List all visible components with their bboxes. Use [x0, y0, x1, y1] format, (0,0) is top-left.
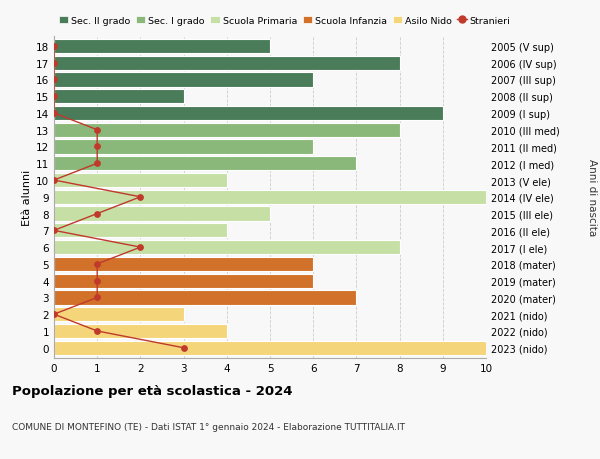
Bar [54, 174, 227, 188]
Point [92, 144, 102, 151]
Bar [54, 308, 184, 322]
Bar [54, 224, 227, 238]
Text: Anni di nascita: Anni di nascita [587, 159, 597, 236]
Bar [54, 73, 313, 87]
Bar [54, 241, 400, 255]
Point [49, 177, 59, 185]
Point [92, 160, 102, 168]
Bar [54, 190, 486, 204]
Bar [54, 274, 313, 288]
Text: Popolazione per età scolastica - 2024: Popolazione per età scolastica - 2024 [12, 384, 293, 397]
Bar [54, 140, 313, 154]
Point [92, 210, 102, 218]
Point [92, 127, 102, 134]
Bar [54, 39, 270, 54]
Point [49, 110, 59, 118]
Bar [54, 157, 356, 171]
Point [49, 60, 59, 67]
Legend: Sec. II grado, Sec. I grado, Scuola Primaria, Scuola Infanzia, Asilo Nido, Stran: Sec. II grado, Sec. I grado, Scuola Prim… [59, 17, 511, 26]
Bar [54, 123, 400, 138]
Point [49, 311, 59, 318]
Bar [54, 56, 400, 71]
Bar [54, 257, 313, 271]
Point [92, 328, 102, 335]
Bar [54, 90, 184, 104]
Y-axis label: Età alunni: Età alunni [22, 169, 32, 225]
Bar [54, 341, 486, 355]
Point [49, 77, 59, 84]
Point [92, 277, 102, 285]
Bar [54, 106, 443, 121]
Bar [54, 324, 227, 338]
Point [49, 43, 59, 50]
Point [92, 261, 102, 268]
Point [136, 194, 145, 201]
Point [136, 244, 145, 251]
Bar [54, 291, 356, 305]
Point [92, 294, 102, 302]
Point [179, 344, 188, 352]
Point [49, 93, 59, 101]
Text: COMUNE DI MONTEFINO (TE) - Dati ISTAT 1° gennaio 2024 - Elaborazione TUTTITALIA.: COMUNE DI MONTEFINO (TE) - Dati ISTAT 1°… [12, 422, 405, 431]
Point [49, 227, 59, 235]
Bar [54, 207, 270, 221]
